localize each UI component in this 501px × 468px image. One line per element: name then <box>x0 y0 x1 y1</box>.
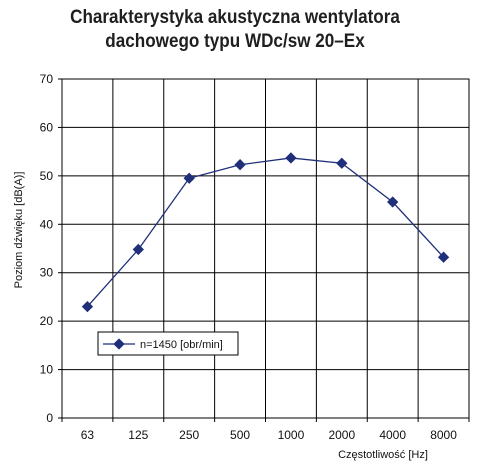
series-layer <box>81 152 450 313</box>
data-point <box>132 243 144 256</box>
data-point <box>234 159 246 171</box>
legend: n=1450 [obr/min] <box>97 331 239 356</box>
y-axis-label: Poziom dźwięku [dB(A)] <box>13 172 25 289</box>
y-tick-label: 60 <box>40 120 54 134</box>
y-tick-label: 20 <box>40 314 54 328</box>
y-tick-label: 40 <box>40 217 54 231</box>
x-tick-label: 1000 <box>278 428 305 442</box>
y-tick-label: 30 <box>40 266 54 280</box>
legend-label: n=1450 [obr/min] <box>140 339 223 351</box>
x-tick-label: 500 <box>230 428 250 442</box>
data-point <box>387 196 399 208</box>
x-tick-label: 250 <box>179 428 199 442</box>
chart-title-line-2: dachowego typu WDc/sw 20–Ex <box>105 31 365 52</box>
x-axis-label: Częstotliwość [Hz] <box>338 449 428 461</box>
y-tick-label: 70 <box>40 72 54 86</box>
x-tick-label: 125 <box>128 428 148 442</box>
x-tick-label: 8000 <box>430 428 457 442</box>
y-tick-labels: 0 10 20 30 40 50 60 70 <box>40 72 54 425</box>
series-line <box>86 157 445 308</box>
legend-box <box>97 331 239 356</box>
chart-title: Charakterystyka akustyczna wentylatora d… <box>24 6 447 54</box>
grid-lines <box>58 78 470 422</box>
y-tick-label: 0 <box>46 411 53 425</box>
x-tick-label: 4000 <box>379 428 406 442</box>
x-tick-labels: 63 125 250 500 1000 2000 4000 8000 <box>81 428 457 442</box>
x-tick-label: 2000 <box>328 428 355 442</box>
y-tick-label: 10 <box>40 363 54 377</box>
chart-title-line-1: Charakterystyka akustyczna wentylatora <box>70 7 400 28</box>
y-tick-label: 50 <box>40 169 54 183</box>
data-point <box>285 152 297 164</box>
data-point <box>336 157 348 169</box>
data-point <box>183 172 195 184</box>
x-tick-label: 63 <box>81 428 95 442</box>
